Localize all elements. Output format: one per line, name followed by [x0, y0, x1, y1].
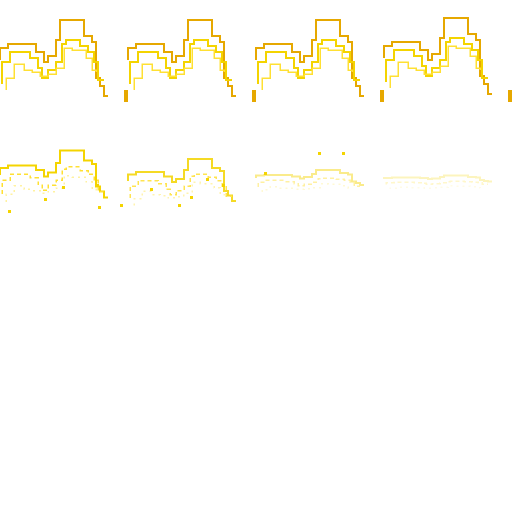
fade-frame	[127, 158, 236, 206]
glow-drip	[508, 90, 512, 102]
glow-outline-outer	[0, 19, 108, 97]
fade-frame	[0, 149, 108, 202]
sprite-row-bottom	[0, 149, 492, 213]
sparkle-pixel	[62, 186, 65, 189]
fade-outline-mid	[129, 173, 232, 199]
glow-outline-outer	[255, 19, 364, 97]
sparkle-pixel	[206, 178, 209, 181]
sparkle-pixel	[222, 184, 225, 187]
fade-frame	[255, 169, 364, 192]
fade-outline-outer	[127, 158, 236, 202]
sparkle-pixel	[120, 204, 123, 207]
fade-outline-outer	[383, 174, 492, 183]
fade-frame	[383, 174, 492, 190]
fade-outline-mid	[1, 166, 104, 195]
glow-drip	[252, 90, 256, 102]
glow-drip	[380, 90, 384, 102]
sparkle-pixel	[342, 152, 345, 155]
glow-outline-inner	[5, 47, 97, 90]
glow-drip	[124, 90, 128, 102]
glow-outline-inner	[133, 47, 225, 90]
fade-outline-mid	[385, 180, 488, 186]
sparkle-pixel	[98, 206, 101, 209]
fade-outline-outer	[0, 149, 108, 199]
fade-outline-inner	[261, 182, 353, 192]
fade-outline-inner	[133, 181, 225, 206]
glow-outline-mid	[129, 39, 232, 84]
fade-outline-inner	[5, 175, 97, 202]
glow-outline-mid	[257, 39, 360, 84]
sparkle-pixel	[264, 172, 267, 175]
glow-outline-outer	[383, 17, 492, 95]
glow-outline-inner	[389, 45, 481, 88]
glow-outline-outer	[127, 19, 236, 97]
sparkle-pixel	[150, 188, 153, 191]
sparkle-pixel	[8, 210, 11, 213]
sprite-row-top	[0, 17, 512, 102]
sparkle-pixel	[96, 184, 99, 187]
glow-outline-mid	[1, 39, 104, 84]
sparkle-pixel	[318, 152, 321, 155]
glow-outline-inner	[261, 47, 353, 90]
fade-outline-outer	[255, 169, 364, 187]
sparkle-pixel	[190, 196, 193, 199]
glow-outline-mid	[385, 37, 488, 82]
sparkle-pixel	[44, 198, 47, 201]
fade-outline-inner	[389, 185, 481, 190]
sparkle-pixel	[178, 204, 181, 207]
